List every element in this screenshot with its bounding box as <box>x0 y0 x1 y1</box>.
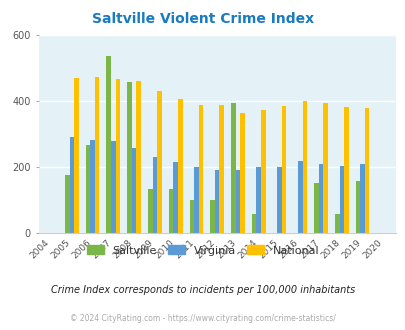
Bar <box>106 56 111 233</box>
Bar <box>230 103 235 233</box>
Bar <box>69 137 74 233</box>
Text: Crime Index corresponds to incidents per 100,000 inhabitants: Crime Index corresponds to incidents per… <box>51 285 354 295</box>
Bar <box>302 101 307 233</box>
Bar <box>339 166 343 233</box>
Bar <box>210 200 214 233</box>
Bar <box>260 110 265 233</box>
Bar <box>177 99 182 233</box>
Bar <box>281 106 286 233</box>
Bar <box>198 105 203 233</box>
Bar <box>74 78 79 233</box>
Bar <box>127 82 132 233</box>
Bar <box>90 140 95 233</box>
Bar <box>334 214 339 233</box>
Bar <box>256 167 260 233</box>
Bar <box>297 161 302 233</box>
Legend: Saltville, Virginia, National: Saltville, Virginia, National <box>82 241 323 260</box>
Bar <box>240 113 244 233</box>
Bar <box>152 157 157 233</box>
Bar <box>157 91 161 233</box>
Text: Saltville Violent Crime Index: Saltville Violent Crime Index <box>92 12 313 25</box>
Bar <box>85 145 90 233</box>
Bar <box>194 167 198 233</box>
Bar <box>360 164 364 233</box>
Bar <box>313 183 318 233</box>
Bar <box>235 170 240 233</box>
Bar <box>277 167 281 233</box>
Bar <box>65 175 69 233</box>
Bar <box>95 77 99 233</box>
Bar <box>251 214 256 233</box>
Bar <box>111 141 115 233</box>
Bar <box>173 162 177 233</box>
Bar <box>322 103 327 233</box>
Bar <box>168 189 173 233</box>
Bar <box>132 148 136 233</box>
Bar <box>219 105 224 233</box>
Bar <box>148 189 152 233</box>
Bar <box>318 164 322 233</box>
Bar <box>136 81 141 233</box>
Bar <box>189 200 194 233</box>
Bar <box>214 170 219 233</box>
Bar <box>364 108 369 233</box>
Bar <box>355 181 360 233</box>
Bar <box>343 107 348 233</box>
Bar <box>115 79 120 233</box>
Text: © 2024 CityRating.com - https://www.cityrating.com/crime-statistics/: © 2024 CityRating.com - https://www.city… <box>70 314 335 323</box>
